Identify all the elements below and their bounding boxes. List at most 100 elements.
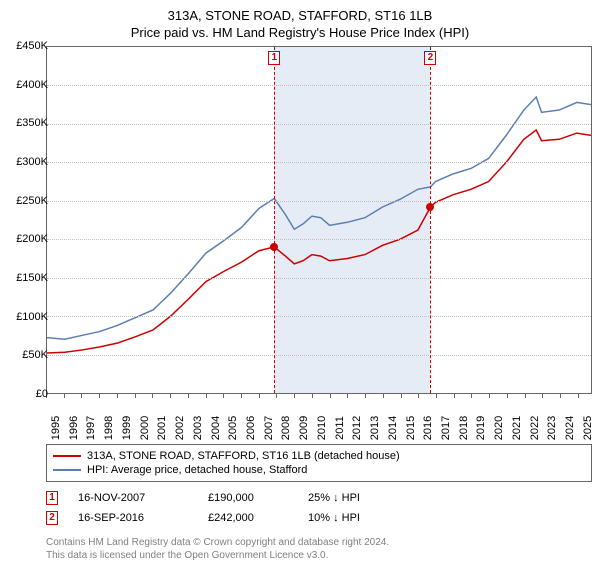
x-tick [241,393,242,398]
x-axis-label: 2004 [210,416,222,440]
x-axis-label: 2012 [351,416,363,440]
chart-plot-area: 12 [46,46,592,394]
x-tick [578,393,579,398]
x-tick [223,393,224,398]
legend-box: 313A, STONE ROAD, STAFFORD, ST16 1LB (de… [46,444,592,482]
x-axis-label: 2009 [298,416,310,440]
x-axis-label: 1996 [68,416,80,440]
x-tick [188,393,189,398]
x-axis-label: 2014 [387,416,399,440]
x-axis-label: 1998 [103,416,115,440]
sale-hpi-diff: 25% ↓ HPI [308,492,398,504]
x-axis-label: 2021 [511,416,523,440]
x-axis-label: 2001 [156,416,168,440]
y-axis-label: £250K [4,195,48,207]
x-axis-label: 2022 [529,416,541,440]
sale-marker-dot [270,243,278,251]
sale-price: £242,000 [208,512,288,524]
x-axis-label: 2024 [564,416,576,440]
x-axis-label: 1995 [50,416,62,440]
legend-label: 313A, STONE ROAD, STAFFORD, ST16 1LB (de… [87,450,400,462]
x-tick [330,393,331,398]
y-axis-label: £100K [4,311,48,323]
legend-swatch [53,469,81,471]
x-axis-label: 2023 [546,416,558,440]
sales-row: 1 16-NOV-2007 £190,000 25% ↓ HPI [46,488,592,508]
sales-table: 1 16-NOV-2007 £190,000 25% ↓ HPI 2 16-SE… [46,488,592,528]
x-axis-label: 2015 [405,416,417,440]
x-tick [401,393,402,398]
x-tick [418,393,419,398]
x-tick [276,393,277,398]
x-tick [560,393,561,398]
x-axis-label: 2011 [334,416,346,440]
x-tick [489,393,490,398]
legend-label: HPI: Average price, detached house, Staf… [87,464,307,476]
x-tick [152,393,153,398]
y-axis-label: £300K [4,156,48,168]
sale-price: £190,000 [208,492,288,504]
x-axis-label: 2016 [422,416,434,440]
x-tick [383,393,384,398]
y-gridline [47,85,591,86]
footer-line: Contains HM Land Registry data © Crown c… [46,536,592,549]
sale-date: 16-SEP-2016 [78,512,188,524]
sale-hpi-diff: 10% ↓ HPI [308,512,398,524]
x-tick [436,393,437,398]
y-axis-label: £350K [4,117,48,129]
x-axis-label: 2025 [582,416,594,440]
y-axis-label: £50K [4,349,48,361]
chart-title-line2: Price paid vs. HM Land Registry's House … [0,23,600,46]
chart-title-line1: 313A, STONE ROAD, STAFFORD, ST16 1LB [0,0,600,23]
sale-marker-badge: 2 [46,511,58,525]
x-axis-label: 2013 [369,416,381,440]
x-axis-label: 2005 [227,416,239,440]
y-gridline [47,162,591,163]
x-axis-label: 2010 [316,416,328,440]
sale-marker-badge: 1 [268,51,280,65]
x-axis-label: 2006 [245,416,257,440]
x-axis-label: 2017 [440,416,452,440]
x-axis-label: 2018 [458,416,470,440]
x-axis-label: 1997 [85,416,97,440]
chart-lines-svg [47,47,591,393]
series-price_paid [47,130,591,353]
y-axis-label: £450K [4,40,48,52]
x-tick [170,393,171,398]
x-tick [507,393,508,398]
x-tick [117,393,118,398]
x-tick [206,393,207,398]
x-tick [365,393,366,398]
x-axis-label: 1999 [121,416,133,440]
y-gridline [47,355,591,356]
y-gridline [47,239,591,240]
x-axis-label: 2019 [475,416,487,440]
y-axis-label: £150K [4,272,48,284]
y-axis-label: £0 [4,388,48,400]
series-hpi [47,97,591,339]
x-axis-label: 2002 [174,416,186,440]
sale-marker-badge: 2 [424,51,436,65]
x-tick [99,393,100,398]
x-tick [294,393,295,398]
sales-row: 2 16-SEP-2016 £242,000 10% ↓ HPI [46,508,592,528]
legend-item: HPI: Average price, detached house, Staf… [53,463,585,477]
x-tick [259,393,260,398]
chart-container: 313A, STONE ROAD, STAFFORD, ST16 1LB Pri… [0,0,600,560]
x-axis-label: 2007 [263,416,275,440]
y-gridline [47,316,591,317]
sale-marker-line [430,47,431,393]
x-axis-labels: 1995199619971998199920002001200220032004… [46,394,592,436]
sale-marker-dot [426,203,434,211]
x-tick [471,393,472,398]
y-gridline [47,278,591,279]
sale-marker-badge: 1 [46,491,58,505]
x-axis-label: 2003 [192,416,204,440]
x-tick [135,393,136,398]
y-gridline [47,124,591,125]
y-axis-label: £200K [4,233,48,245]
x-tick [454,393,455,398]
y-axis-label: £400K [4,79,48,91]
legend-item: 313A, STONE ROAD, STAFFORD, ST16 1LB (de… [53,449,585,463]
sale-marker-line [274,47,275,393]
